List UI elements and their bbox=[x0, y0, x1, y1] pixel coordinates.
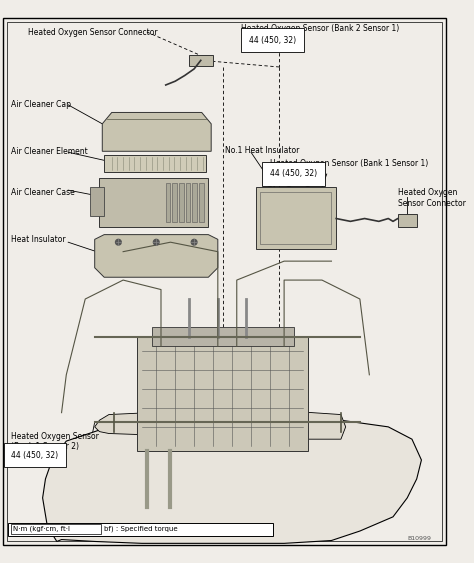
Bar bbox=[199, 182, 204, 222]
Bar bbox=[100, 178, 209, 227]
Circle shape bbox=[154, 239, 159, 245]
Bar bbox=[398, 214, 417, 227]
Bar bbox=[255, 187, 336, 249]
Bar bbox=[192, 182, 197, 222]
Text: Heated Oxygen Sensor Connector: Heated Oxygen Sensor Connector bbox=[28, 28, 158, 37]
Bar bbox=[173, 182, 177, 222]
Bar bbox=[166, 182, 171, 222]
Text: Air Cleaner Element: Air Cleaner Element bbox=[11, 148, 88, 157]
Bar bbox=[137, 337, 308, 450]
Text: N·m (kgf·cm, ft·l: N·m (kgf·cm, ft·l bbox=[13, 526, 70, 533]
Bar bbox=[179, 182, 184, 222]
Polygon shape bbox=[102, 113, 211, 151]
Circle shape bbox=[267, 181, 273, 186]
Bar bbox=[11, 524, 101, 534]
Bar bbox=[260, 192, 331, 244]
Text: 44 (450, 32): 44 (450, 32) bbox=[270, 169, 317, 178]
Bar bbox=[8, 522, 273, 536]
Bar bbox=[90, 187, 104, 216]
Text: Heated Oxygen
Sensor Connector: Heated Oxygen Sensor Connector bbox=[398, 188, 465, 208]
Polygon shape bbox=[95, 235, 218, 277]
Bar bbox=[152, 328, 293, 346]
Text: Air Cleaner Case: Air Cleaner Case bbox=[11, 188, 75, 197]
Text: B10999: B10999 bbox=[407, 535, 431, 540]
Text: Air Cleaner Cap: Air Cleaner Cap bbox=[11, 100, 72, 109]
Polygon shape bbox=[95, 411, 346, 439]
Text: No.1 Heat Insulator: No.1 Heat Insulator bbox=[226, 146, 300, 155]
Circle shape bbox=[305, 181, 310, 186]
Bar bbox=[104, 155, 207, 172]
Circle shape bbox=[286, 181, 292, 186]
Text: bf) : Specified torque: bf) : Specified torque bbox=[104, 526, 178, 533]
Circle shape bbox=[116, 239, 121, 245]
Bar bbox=[186, 182, 191, 222]
Text: Heat Insulator: Heat Insulator bbox=[11, 235, 66, 244]
Text: Heated Oxygen Sensor (Bank 2 Sensor 1): Heated Oxygen Sensor (Bank 2 Sensor 1) bbox=[241, 24, 400, 33]
Text: 44 (450, 32): 44 (450, 32) bbox=[249, 35, 296, 44]
Circle shape bbox=[191, 239, 197, 245]
Text: 44 (450, 32): 44 (450, 32) bbox=[11, 450, 58, 459]
Bar bbox=[190, 55, 213, 66]
Polygon shape bbox=[43, 417, 421, 543]
Text: Heated Oxygen Sensor (Bank 1 Sensor 1): Heated Oxygen Sensor (Bank 1 Sensor 1) bbox=[270, 159, 428, 168]
Text: Heated Oxygen Sensor
(Bank 1 Sensor 2): Heated Oxygen Sensor (Bank 1 Sensor 2) bbox=[11, 432, 99, 451]
